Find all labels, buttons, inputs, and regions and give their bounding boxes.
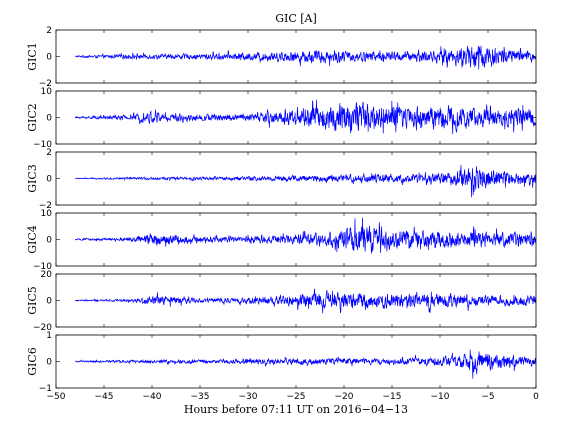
y-axis-label-gic5: GIC5 [26,286,39,315]
y-tick-label: 0 [46,297,52,307]
x-tick-label: −10 [431,392,450,402]
y-tick-label: −2 [39,201,52,211]
y-tick-label: 0 [46,114,52,124]
y-axis-label-gic4: GIC4 [26,225,39,254]
x-axis-title: Hours before 07:11 UT on 2016−04−13 [184,403,408,416]
y-tick-label: 0 [46,53,52,63]
series-line-gic4 [75,217,536,255]
series-line-gic5 [74,288,536,314]
panel-gic3: −2 0 2 GIC3 [26,148,537,211]
y-tick-label: 1 [46,331,52,341]
y-tick-label: 10 [41,209,53,219]
x-tick-label: −20 [335,392,354,402]
y-tick-label: 0 [46,236,52,246]
y-tick-label: −10 [33,262,52,272]
panels-group: −202GIC1−10010GIC2−202GIC3−10010GIC4−200… [26,26,537,394]
y-tick-label: 10 [41,87,53,97]
x-tick-label: −5 [481,392,494,402]
panel-gic1: −2 0 2 GIC1 [26,26,537,89]
x-tick-label: −50 [47,392,66,402]
x-tick-label: −45 [95,392,114,402]
series-line-gic3 [75,164,536,198]
y-tick-label: 2 [46,26,52,36]
series-line-gic6 [75,349,536,379]
panel-gic6: −1 0 1 GIC6 [26,331,537,394]
x-tick-label: −15 [383,392,402,402]
y-tick-label: 0 [46,175,52,185]
y-tick-label: 0 [46,358,52,368]
x-tick-label: −25 [287,392,306,402]
x-axis-labels: −50 −45 −40 −35 −30 −25 −20 −15 −10 −5 0 [47,392,540,402]
y-tick-label: 20 [41,270,53,280]
series-line-gic2 [74,99,536,135]
x-tick-label: 0 [533,392,539,402]
y-tick-label: −10 [33,140,52,150]
x-tick-label: −35 [191,392,210,402]
y-tick-label: 2 [46,148,52,158]
x-tick-label: −40 [143,392,162,402]
y-axis-label-gic2: GIC2 [26,103,39,132]
y-axis-label-gic1: GIC1 [26,42,39,71]
y-tick-label: −20 [33,323,52,333]
figure-title: GIC [A] [275,12,317,25]
y-tick-label: −2 [39,79,52,89]
x-tick-label: −30 [239,392,258,402]
y-tick-label: −1 [39,384,52,394]
series-line-gic1 [75,45,536,70]
y-axis-label-gic3: GIC3 [26,164,39,193]
y-axis-label-gic6: GIC6 [26,347,39,376]
